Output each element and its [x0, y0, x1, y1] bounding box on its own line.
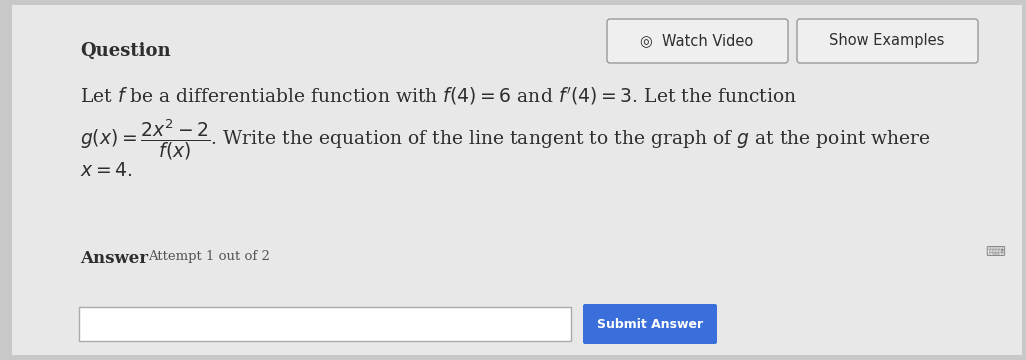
Text: Let $f$ be a differentiable function with $f(4) = 6$ and $f'(4) = 3$. Let the fu: Let $f$ be a differentiable function wit… [80, 85, 797, 107]
FancyBboxPatch shape [607, 19, 788, 63]
FancyBboxPatch shape [583, 304, 717, 344]
FancyBboxPatch shape [12, 5, 1022, 355]
Text: $x = 4.$: $x = 4.$ [80, 162, 132, 180]
Text: Question: Question [80, 42, 170, 60]
Text: $g(x) = \dfrac{2x^2-2}{f(x)}$. Write the equation of the line tangent to the gra: $g(x) = \dfrac{2x^2-2}{f(x)}$. Write the… [80, 118, 931, 162]
Text: ⌨: ⌨ [985, 245, 1005, 259]
FancyBboxPatch shape [79, 307, 571, 341]
Text: Answer: Answer [80, 250, 148, 267]
Text: Show Examples: Show Examples [829, 33, 945, 49]
FancyBboxPatch shape [797, 19, 978, 63]
Text: Submit Answer: Submit Answer [597, 318, 703, 330]
Text: Attempt 1 out of 2: Attempt 1 out of 2 [148, 250, 270, 263]
Text: ◎  Watch Video: ◎ Watch Video [640, 33, 754, 49]
